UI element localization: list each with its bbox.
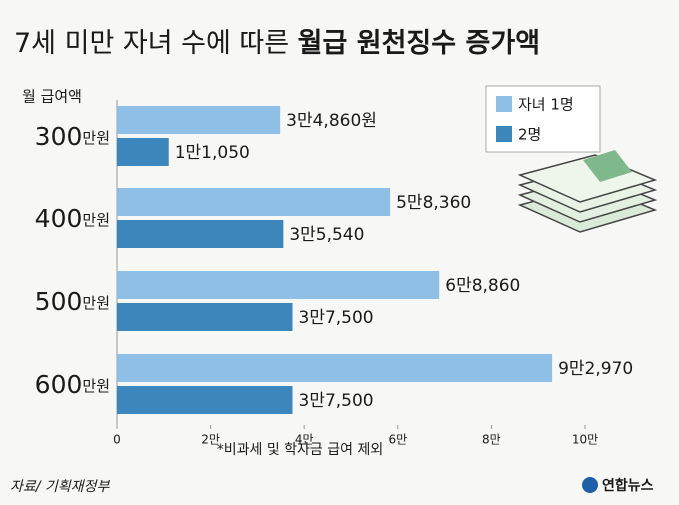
category-unit: 만원 [82, 377, 110, 395]
legend-swatch [496, 96, 512, 112]
category-unit: 만원 [82, 129, 110, 147]
legend-label: 2명 [518, 126, 541, 144]
bar [117, 354, 553, 382]
note: *비과세 및 학자금 급여 제외 [217, 442, 383, 458]
bar [117, 386, 293, 414]
legend-label: 자녀 1명 [518, 96, 574, 114]
bar [117, 106, 281, 134]
bar [117, 138, 169, 166]
category-label: 300만원 [35, 122, 110, 151]
money-illustration [517, 150, 658, 233]
value-label: 3만7,500 [299, 391, 374, 411]
x-tick-label: 2만 [201, 433, 220, 447]
category-value: 300 [35, 122, 83, 151]
logo-icon [582, 477, 598, 493]
value-label: 9만2,970 [558, 359, 633, 379]
chart-title: 7세 미만 자녀 수에 따른 월급 원천징수 증가액 [14, 28, 540, 59]
category-unit: 만원 [82, 294, 110, 312]
category-unit: 만원 [82, 211, 110, 229]
value-label: 3만5,540 [289, 225, 364, 245]
title-emphasis: 월급 원천징수 증가액 [298, 28, 540, 59]
bar [117, 303, 293, 331]
x-tick-label: 0 [113, 433, 121, 447]
bar [117, 188, 391, 216]
value-label: 3만7,500 [299, 308, 374, 328]
bar [117, 271, 440, 299]
value-label: 6만8,860 [445, 276, 520, 296]
value-label: 5만8,360 [396, 193, 471, 213]
legend-swatch [496, 126, 512, 142]
title-text: 7세 미만 자녀 수에 따른 [14, 28, 289, 59]
category-value: 400 [35, 204, 83, 233]
category-value: 500 [35, 287, 83, 316]
source: 자료/ 기획재정부 [10, 479, 110, 495]
x-tick-label: 10만 [572, 433, 598, 447]
category-label: 400만원 [35, 204, 110, 233]
x-tick-label: 4만 [295, 433, 314, 447]
x-tick-label: 8만 [482, 433, 501, 447]
bar [117, 220, 284, 248]
category-value: 600 [35, 370, 83, 399]
value-label: 3만4,860원 [286, 111, 377, 131]
x-tick-label: 6만 [388, 433, 407, 447]
category-label: 600만원 [35, 370, 110, 399]
value-label: 1만1,050 [175, 143, 250, 163]
category-label: 500만원 [35, 287, 110, 316]
y-axis-label: 월 급여액 [22, 88, 82, 106]
logo: 연합뉴스 [602, 477, 654, 494]
